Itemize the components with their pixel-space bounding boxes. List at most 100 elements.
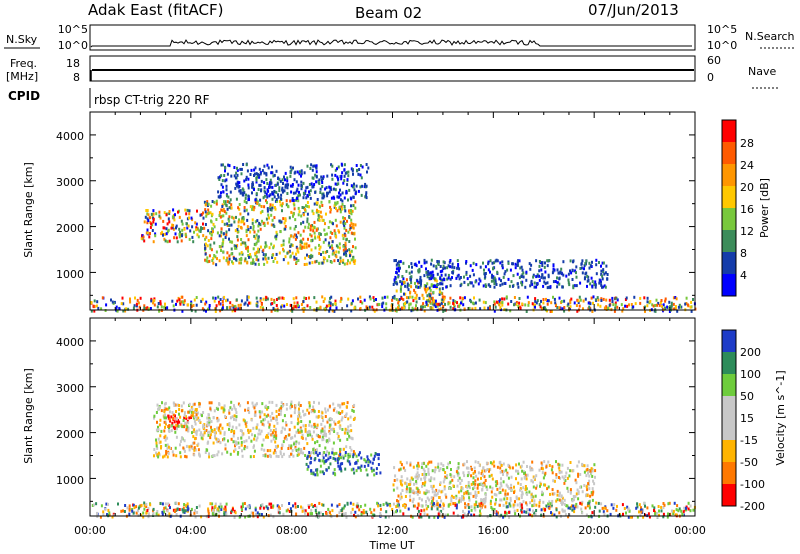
heatmap-cell [463, 512, 466, 516]
heatmap-cell [459, 481, 462, 485]
heatmap-cell [341, 191, 344, 195]
heatmap-cell [418, 267, 421, 271]
heatmap-cell [443, 477, 446, 481]
heatmap-cell [325, 434, 328, 438]
heatmap-cell [282, 247, 284, 251]
heatmap-cell [601, 277, 604, 281]
heatmap-cell [271, 433, 274, 437]
heatmap-cell [255, 303, 258, 307]
heatmap-cell [506, 268, 509, 272]
heatmap-cell [447, 264, 450, 268]
heatmap-cell [520, 503, 523, 507]
heatmap-cell [655, 511, 658, 515]
heatmap-cell [263, 194, 266, 198]
heatmap-cell [499, 491, 502, 494]
heatmap-cell [525, 270, 528, 274]
heatmap-cell [255, 296, 258, 300]
heatmap-cell [280, 430, 283, 434]
heatmap-cell [164, 434, 167, 438]
heatmap-cell [312, 212, 315, 216]
heatmap-cell [369, 297, 372, 301]
heatmap-cell [431, 486, 434, 490]
heatmap-cell [169, 425, 172, 429]
heatmap-cell [342, 258, 345, 262]
heatmap-cell [458, 304, 461, 308]
heatmap-cell [336, 209, 339, 213]
heatmap-cell [117, 502, 119, 506]
heatmap-cell [310, 410, 313, 414]
heatmap-cell [684, 302, 687, 306]
heatmap-cell [437, 462, 440, 466]
heatmap-cell [343, 504, 346, 508]
heatmap-cell [516, 272, 519, 276]
heatmap-cell [283, 175, 285, 179]
heatmap-cell [414, 281, 416, 285]
heatmap-cell [364, 182, 367, 186]
heatmap-cell [225, 512, 228, 516]
heatmap-cell [295, 180, 298, 184]
heatmap-cell [275, 454, 278, 458]
heatmap-cell [607, 306, 609, 310]
heatmap-cell [477, 483, 479, 487]
heatmap-cell [232, 305, 235, 309]
heatmap-cell [358, 168, 361, 171]
heatmap-cell [331, 252, 334, 256]
heatmap-cell [233, 244, 236, 248]
heatmap-cell [340, 296, 343, 300]
heatmap-cell [329, 455, 332, 459]
heatmap-cell [273, 206, 276, 209]
heatmap-cell [222, 208, 225, 211]
vel-cb-15: 15 [740, 412, 754, 425]
heatmap-cell [286, 192, 289, 195]
heatmap-cell [420, 465, 423, 469]
heatmap-cell [285, 437, 288, 441]
heatmap-cell [182, 446, 185, 450]
heatmap-cell [178, 215, 181, 219]
heatmap-cell [197, 235, 200, 239]
heatmap-cell [231, 407, 233, 411]
heatmap-cell [495, 493, 498, 497]
heatmap-cell [178, 232, 181, 236]
heatmap-cell [399, 509, 402, 513]
heatmap-cell [556, 306, 559, 309]
heatmap-cell [314, 190, 317, 194]
heatmap-cell [307, 237, 309, 241]
heatmap-cell [353, 403, 356, 407]
heatmap-cell [332, 427, 335, 431]
heatmap-cell [363, 185, 366, 189]
heatmap-cell [237, 441, 240, 445]
heatmap-cell [315, 300, 318, 304]
heatmap-cell [543, 460, 546, 464]
heatmap-cell [160, 429, 163, 433]
heatmap-cell [263, 262, 266, 266]
heatmap-cell [198, 229, 201, 233]
heatmap-cell [439, 270, 442, 274]
heatmap-cell [509, 309, 512, 313]
heatmap-cell [517, 481, 520, 485]
heatmap-cell [409, 291, 411, 295]
heatmap-cell [553, 492, 556, 496]
heatmap-cell [404, 481, 407, 485]
heatmap-cell [405, 490, 408, 494]
heatmap-cell [423, 309, 426, 313]
heatmap-cell [298, 401, 301, 405]
heatmap-cell [365, 193, 368, 197]
heatmap-cell [522, 486, 525, 490]
heatmap-cell [266, 506, 269, 510]
heatmap-cell [249, 301, 252, 305]
heatmap-cell [484, 265, 487, 269]
heatmap-cell [343, 252, 345, 256]
heatmap-cell [590, 296, 593, 300]
heatmap-cell [363, 464, 366, 468]
heatmap-cell [328, 425, 331, 429]
heatmap-cell [502, 515, 505, 519]
heatmap-cell [311, 435, 313, 438]
heatmap-cell [222, 163, 224, 167]
heatmap-cell [222, 410, 225, 414]
heatmap-cell [481, 498, 484, 502]
heatmap-cell [349, 462, 352, 466]
heatmap-cell [297, 452, 300, 456]
heatmap-cell [352, 409, 355, 413]
heatmap-cell [269, 449, 272, 453]
heatmap-cell [350, 249, 353, 253]
